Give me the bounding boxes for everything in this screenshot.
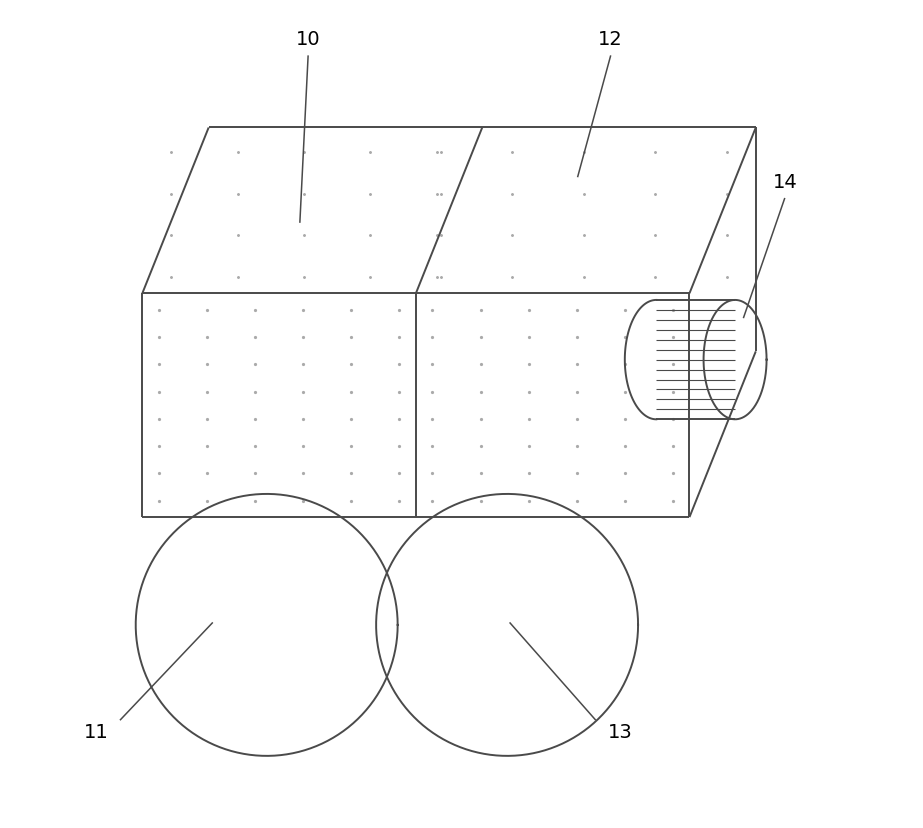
Text: 11: 11 xyxy=(84,722,109,740)
Text: 12: 12 xyxy=(598,31,623,49)
Text: 13: 13 xyxy=(608,722,633,740)
Text: 14: 14 xyxy=(773,173,797,191)
Text: 10: 10 xyxy=(296,31,320,49)
